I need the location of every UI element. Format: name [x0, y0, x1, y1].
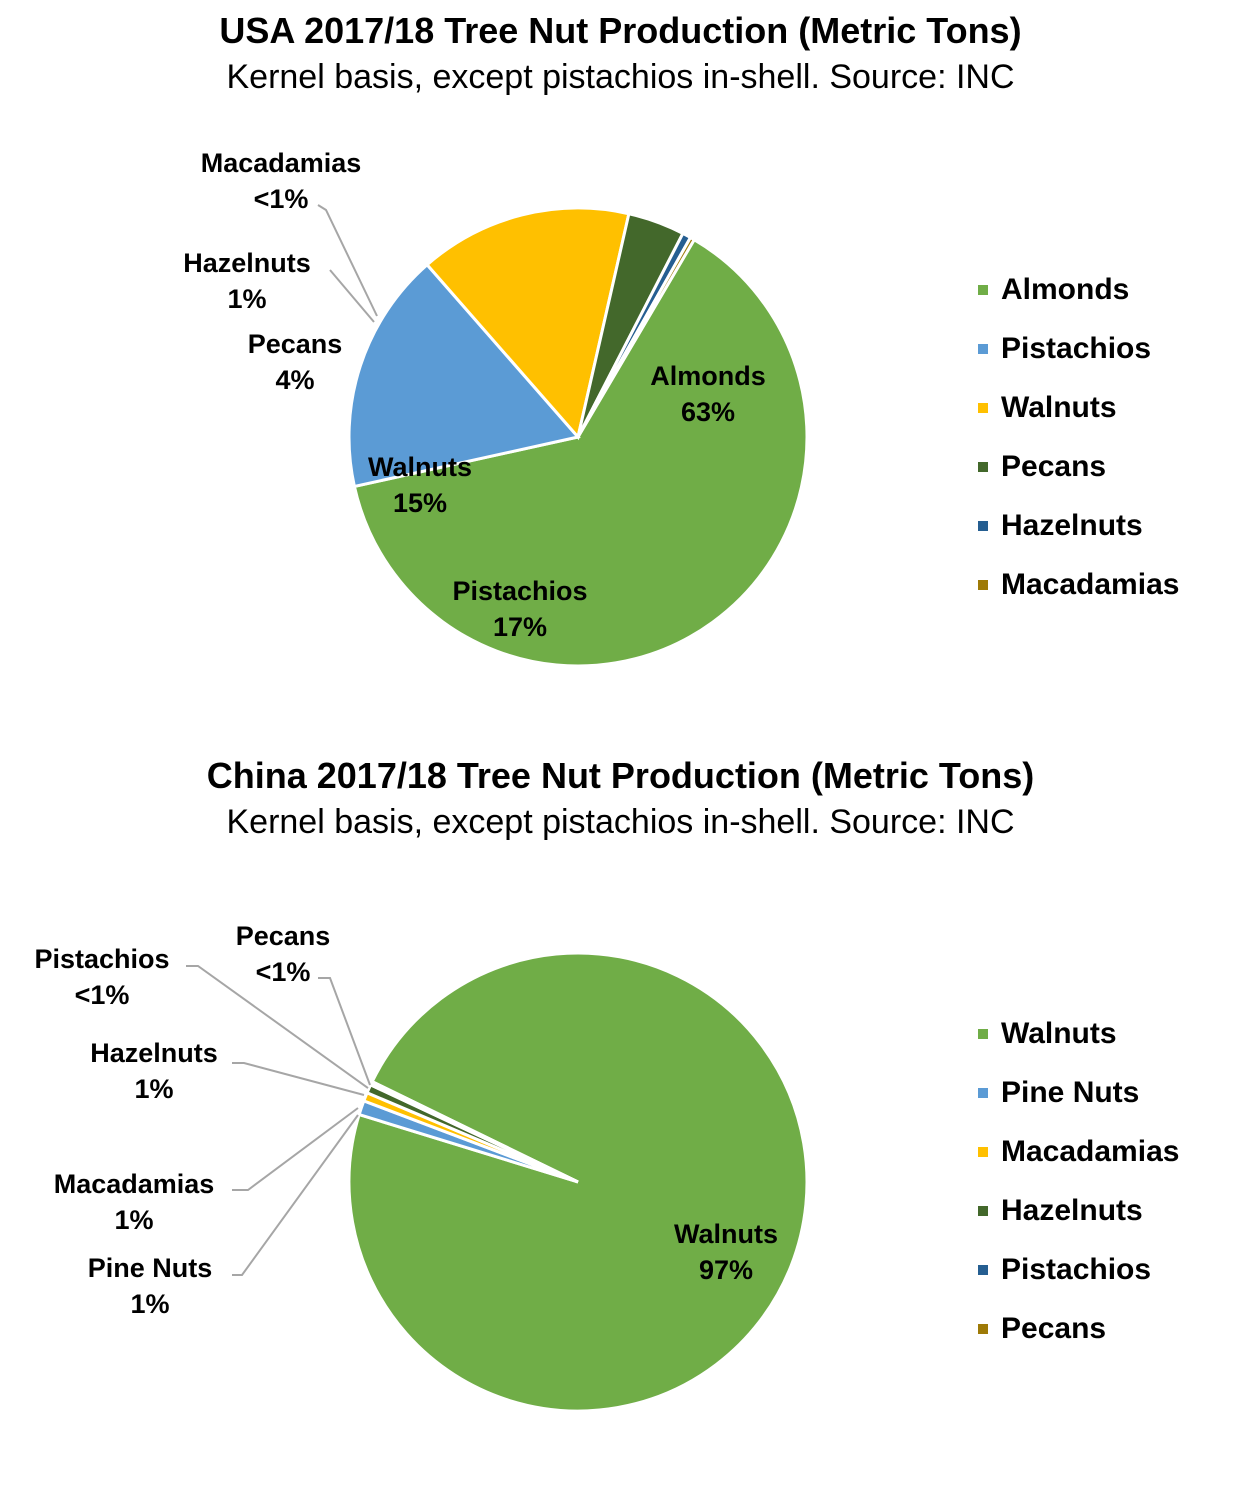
legend-swatch [978, 1087, 988, 1098]
legend-swatch [978, 1264, 988, 1275]
legend-swatch [978, 1146, 988, 1157]
legend-swatch [978, 579, 988, 590]
legend-label: Hazelnuts [1001, 508, 1143, 542]
data-label-walnuts-name: Walnuts [674, 1219, 778, 1249]
chart-subtitle: Kernel basis, except pistachios in-shell… [226, 803, 1015, 841]
legend-label: Pecans [1001, 449, 1107, 483]
legend-swatch [978, 1028, 988, 1039]
chart-subtitle: Kernel basis, except pistachios in-shell… [226, 58, 1015, 96]
legend-label: Pecans [1001, 1311, 1107, 1345]
legend-item-walnuts: Walnuts [978, 378, 1179, 437]
legend-item-hazelnuts: Hazelnuts [978, 1181, 1179, 1240]
data-label-hazelnuts-name: Hazelnuts [90, 1038, 218, 1068]
pie-slices [347, 206, 809, 668]
data-label-pistachios-pct: 17% [493, 612, 547, 642]
legend-swatch [978, 520, 988, 531]
leader-line-pistachios [186, 965, 369, 1089]
data-label-pine-nuts-name: Pine Nuts [88, 1253, 213, 1283]
chart-title: China 2017/18 Tree Nut Production (Metri… [206, 755, 1035, 796]
pie-slice-walnuts [425, 206, 631, 441]
data-label-almonds-pct: 63% [681, 397, 735, 427]
data-label-pecans-pct: 4% [275, 365, 314, 395]
legend-item-hazelnuts: Hazelnuts [978, 496, 1179, 555]
legend-label: Pine Nuts [1001, 1075, 1140, 1109]
data-label-pistachios-name: Pistachios [34, 944, 169, 974]
usa-chart: USA 2017/18 Tree Nut Production (Metric … [0, 0, 1241, 700]
legend-item-pecans: Pecans [978, 437, 1179, 496]
chart-title: USA 2017/18 Tree Nut Production (Metric … [219, 10, 1022, 51]
legend-label: Macadamias [1001, 1134, 1180, 1168]
legend-swatch [978, 284, 988, 295]
data-label-pistachios-pct: <1% [75, 980, 130, 1010]
leader-line-hazelnuts [329, 269, 375, 323]
legend-label: Pistachios [1001, 1252, 1152, 1286]
china-pie-chart: Walnuts 97% Pine Nuts 1% Macadamias 1% Hazelnu… [34, 921, 809, 1413]
leader-line-pecans [318, 977, 371, 1086]
legend-item-walnuts: Walnuts [978, 1004, 1179, 1063]
pie-labels: Walnuts 97% Pine Nuts 1% Macadamias 1% Hazelnu… [34, 921, 778, 1319]
leader-line-macadamias [232, 1107, 359, 1191]
legend-item-pistachios: Pistachios [978, 319, 1179, 378]
data-label-pine-nuts-pct: 1% [130, 1289, 169, 1319]
legend-label: Walnuts [1001, 390, 1117, 424]
data-label-almonds-name: Almonds [650, 361, 766, 391]
legend-label: Hazelnuts [1001, 1193, 1143, 1227]
legend-item-almonds: Almonds [978, 260, 1179, 319]
data-label-walnuts-pct: 97% [699, 1255, 753, 1285]
data-label-walnuts-pct: 15% [393, 488, 447, 518]
pie-labels: Almonds 63% Pistachios 17% Walnuts 15% Pecans 4… [183, 148, 766, 642]
data-label-pistachios-name: Pistachios [452, 576, 587, 606]
legend-label: Pistachios [1001, 331, 1152, 365]
legend-item-macadamias: Macadamias [978, 555, 1179, 614]
legend-label: Walnuts [1001, 1016, 1117, 1050]
data-label-macadamias-name: Macadamias [54, 1169, 215, 1199]
data-label-hazelnuts-pct: 1% [227, 284, 266, 314]
leader-line-pine-nuts [232, 1114, 359, 1276]
legend-swatch [978, 1323, 988, 1334]
legend-label: Almonds [1001, 272, 1130, 306]
legend-item-pine-nuts: Pine Nuts [978, 1063, 1179, 1122]
usa-pie-chart: Almonds 63% Pistachios 17% Walnuts 15% Pecans 4… [183, 148, 809, 668]
data-label-walnuts-name: Walnuts [368, 452, 472, 482]
leader-line-macadamias [317, 204, 378, 317]
data-label-hazelnuts-pct: 1% [134, 1074, 173, 1104]
legend-swatch [978, 343, 988, 354]
china-legend: Walnuts Pine Nuts Macadamias Hazelnuts Pista… [978, 1004, 1179, 1358]
data-label-macadamias-name: Macadamias [201, 148, 362, 178]
data-label-macadamias-pct: 1% [114, 1205, 153, 1235]
pie-slice-macadamias [576, 235, 697, 438]
legend-swatch [978, 402, 988, 413]
data-label-macadamias-pct: <1% [254, 184, 309, 214]
legend-item-pecans: Pecans [978, 1299, 1179, 1358]
legend-swatch [978, 1205, 988, 1216]
data-label-pecans-name: Pecans [236, 921, 331, 951]
pie-slice-almonds [352, 237, 809, 668]
pie-slices [347, 951, 809, 1413]
data-label-pecans-name: Pecans [248, 329, 343, 359]
leader-line-hazelnuts [232, 1062, 365, 1096]
pie-slice-pistachios [347, 262, 581, 489]
pie-slice-pecans [369, 1079, 579, 1184]
usa-legend: Almonds Pistachios Walnuts Pecans Hazelnuts M… [978, 260, 1179, 614]
legend-label: Macadamias [1001, 567, 1180, 601]
legend-item-macadamias: Macadamias [978, 1122, 1179, 1181]
data-label-pecans-pct: <1% [256, 957, 311, 987]
legend-swatch [978, 461, 988, 472]
legend-item-pistachios: Pistachios [978, 1240, 1179, 1299]
data-label-hazelnuts-name: Hazelnuts [183, 248, 311, 278]
